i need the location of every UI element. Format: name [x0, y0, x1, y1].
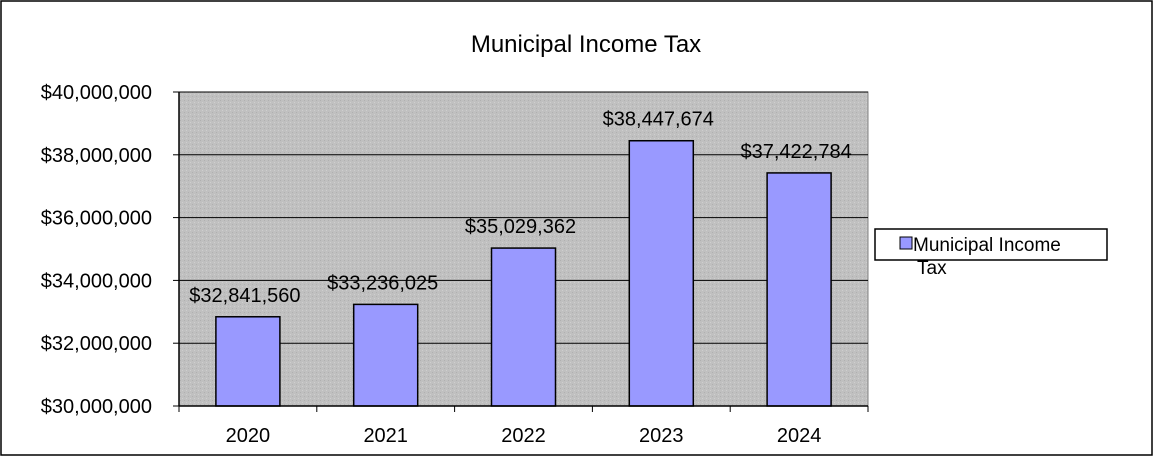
legend-swatch [899, 236, 913, 250]
x-tick-label: 2024 [777, 425, 822, 447]
axes [173, 91, 869, 412]
x-tick-label: 2021 [363, 425, 408, 447]
data-label: $32,841,560 [189, 285, 300, 307]
bars [215, 139, 832, 407]
y-tick-label: $40,000,000 [41, 82, 152, 104]
chart-title: Municipal Income Tax [471, 31, 701, 58]
data-label: $33,236,025 [327, 272, 438, 294]
legend-label-line-2: Tax [917, 258, 947, 279]
bar [766, 172, 832, 407]
legend-box [874, 228, 1108, 261]
y-tick-label: $30,000,000 [41, 396, 152, 418]
x-tick-label: 2022 [501, 425, 546, 447]
x-tick-label: 2020 [226, 425, 271, 447]
bar [215, 316, 281, 407]
data-label: $38,447,674 [603, 109, 714, 131]
bar [628, 139, 695, 407]
legend-label-line-1: Municipal Income [913, 235, 1061, 256]
y-tick-label: $38,000,000 [41, 145, 152, 167]
data-label: $37,422,784 [740, 141, 851, 163]
data-labels: $32,841,560 $33,236,025 $35,029,362 $38,447… [189, 109, 851, 307]
bar [490, 247, 557, 407]
data-label: $35,029,362 [465, 216, 576, 238]
y-tick-label: $34,000,000 [41, 270, 152, 292]
y-tick-label: $32,000,000 [41, 333, 152, 355]
y-tick-labels: $30,000,000 $32,000,000 $34,000,000 $36,000… [41, 82, 152, 418]
y-tick-label: $36,000,000 [41, 208, 152, 230]
bar [352, 303, 419, 407]
x-tick-labels: 2020 2021 2022 2023 2024 [226, 425, 822, 447]
x-tick-label: 2023 [639, 425, 684, 447]
legend: Municipal Income Tax [874, 228, 1108, 279]
